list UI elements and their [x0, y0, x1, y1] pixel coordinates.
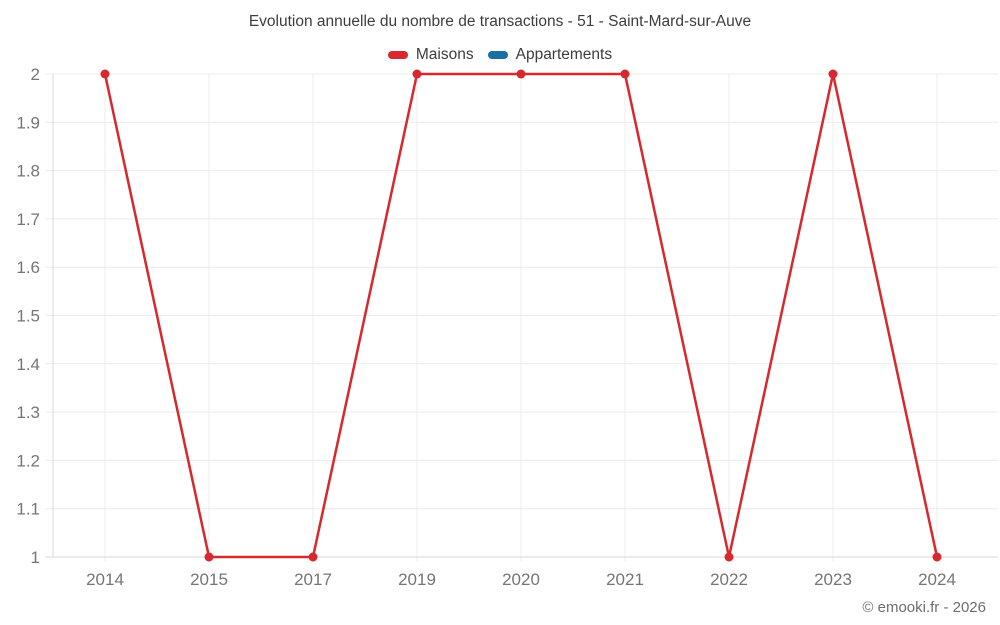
- y-axis-tick-label: 1.9: [16, 113, 40, 132]
- x-axis-tick-label: 2015: [190, 570, 228, 589]
- y-axis-tick-label: 1: [31, 548, 40, 567]
- x-axis-tick-label: 2022: [710, 570, 748, 589]
- y-axis-tick-label: 2: [31, 65, 40, 84]
- y-axis-tick-label: 1.2: [16, 451, 40, 470]
- data-point-maisons[interactable]: [932, 552, 942, 562]
- data-point-maisons[interactable]: [828, 69, 838, 79]
- chart-legend: Maisons Appartements: [0, 46, 1000, 64]
- data-point-maisons[interactable]: [412, 69, 422, 79]
- y-axis-tick-label: 1.7: [16, 210, 40, 229]
- x-axis-tick-label: 2019: [398, 570, 436, 589]
- chart-title: Evolution annuelle du nombre de transact…: [248, 13, 752, 30]
- y-axis-tick-label: 1.6: [16, 258, 40, 277]
- y-axis-tick-label: 1.1: [16, 500, 40, 519]
- x-axis-tick-label: 2021: [606, 570, 644, 589]
- copyright-text: © emooki.fr - 2026: [862, 599, 986, 616]
- data-point-maisons[interactable]: [100, 69, 110, 79]
- data-point-maisons[interactable]: [516, 69, 526, 79]
- x-axis-tick-label: 2017: [294, 570, 332, 589]
- legend-item-appartements[interactable]: Appartements: [487, 46, 613, 64]
- x-axis-tick-label: 2020: [502, 570, 540, 589]
- data-point-maisons[interactable]: [620, 69, 630, 79]
- legend-label-appartements: Appartements: [515, 46, 613, 63]
- y-axis-tick-label: 1.5: [16, 307, 40, 326]
- legend-label-maisons: Maisons: [415, 46, 474, 63]
- legend-item-maisons[interactable]: Maisons: [387, 46, 474, 64]
- x-axis-tick-label: 2014: [86, 570, 124, 589]
- data-point-maisons[interactable]: [308, 552, 318, 562]
- x-axis-tick-label: 2023: [814, 570, 852, 589]
- y-axis-tick-label: 1.3: [16, 403, 40, 422]
- x-axis-tick-label: 2024: [918, 570, 956, 589]
- data-point-maisons[interactable]: [724, 552, 734, 562]
- data-point-maisons[interactable]: [204, 552, 214, 562]
- appartements-series-swatch-icon: [487, 51, 508, 59]
- y-axis-tick-label: 1.4: [16, 355, 40, 374]
- maisons-series-swatch-icon: [387, 51, 408, 59]
- y-axis-tick-label: 1.8: [16, 162, 40, 181]
